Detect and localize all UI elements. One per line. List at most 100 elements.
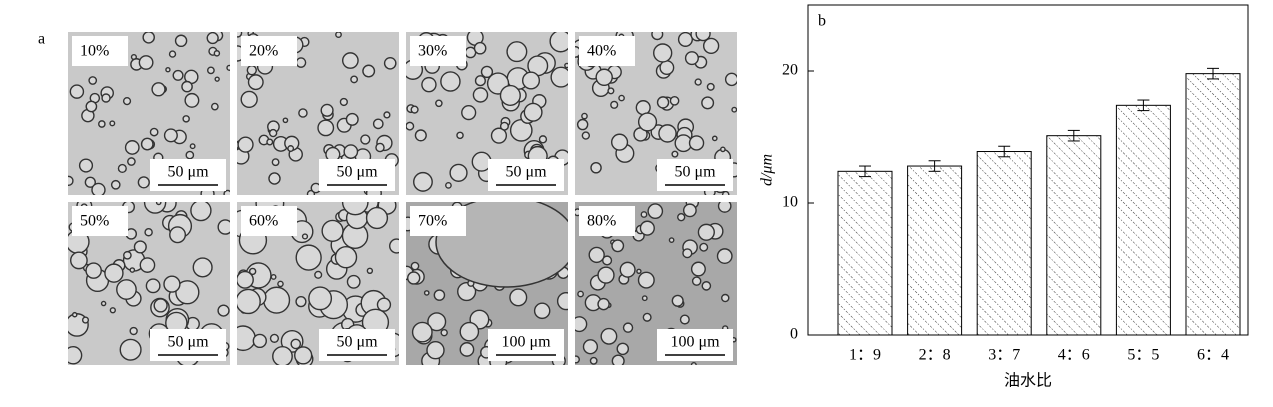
droplet (682, 203, 697, 218)
y-tick-label: 20 (782, 62, 798, 79)
droplet (185, 150, 195, 160)
droplet (459, 342, 475, 357)
droplet (610, 133, 629, 151)
droplet (124, 140, 140, 155)
droplet (473, 41, 487, 55)
droplet (550, 66, 568, 88)
droplet (410, 261, 420, 271)
droplet (600, 327, 618, 345)
droplet (226, 64, 230, 71)
droplet (576, 118, 589, 131)
droplet (577, 290, 584, 298)
droplet (641, 295, 648, 302)
droplet (588, 246, 605, 264)
x-tick-label: 2：8 (919, 347, 951, 364)
droplet (671, 294, 684, 307)
micrograph: 60% 50 μm (237, 202, 399, 365)
droplet (581, 112, 588, 120)
label-box (410, 206, 466, 236)
droplet (341, 202, 369, 216)
micrograph: 30% 50 μm (406, 32, 568, 195)
droplet (343, 144, 359, 159)
droplet (69, 84, 85, 99)
droplet (252, 333, 267, 349)
droplet (651, 32, 664, 41)
droplet (637, 271, 655, 289)
droplet (411, 321, 433, 343)
error-bar (1067, 129, 1080, 142)
scale-bar-label: 100 μm (501, 334, 551, 351)
droplet (119, 338, 142, 361)
droplet (240, 90, 258, 109)
droplet (445, 181, 452, 189)
droplet (192, 257, 213, 278)
droplet (575, 316, 588, 333)
droplet (375, 142, 385, 153)
droplet (223, 189, 230, 195)
droplet (321, 219, 344, 242)
bar (837, 170, 893, 336)
droplet (564, 62, 568, 69)
droplet (679, 314, 690, 325)
scale-bar-label: 50 μm (505, 164, 547, 181)
scale-bar-label: 50 μm (336, 164, 378, 181)
droplet (653, 43, 673, 63)
droplet (690, 362, 697, 365)
droplet (413, 171, 433, 192)
micrograph: 20% 50 μm (237, 32, 399, 195)
droplet (435, 99, 443, 108)
droplet (610, 100, 619, 109)
bar (1046, 135, 1102, 336)
x-tick-label: 4：6 (1058, 347, 1090, 364)
droplet (248, 267, 257, 276)
error-bar (859, 165, 871, 178)
micrograph: 70% 100 μm (406, 202, 568, 365)
label-box (241, 36, 297, 66)
droplet (656, 96, 670, 109)
tile-label: 20% (249, 43, 278, 60)
droplet (100, 300, 107, 307)
droplet (190, 202, 212, 222)
droplet (636, 268, 642, 274)
droplet (129, 326, 138, 336)
droplet (345, 112, 359, 126)
droplet (684, 51, 699, 66)
droplet (237, 325, 256, 352)
droplet (81, 316, 90, 324)
droplet (287, 145, 295, 152)
droplet (270, 273, 277, 280)
droplet (155, 202, 162, 206)
droplet (341, 52, 359, 69)
droplet (314, 270, 323, 279)
droplet (68, 175, 74, 186)
droplet (611, 239, 625, 253)
droplet (362, 64, 376, 78)
droplet (457, 281, 477, 302)
droplet (295, 244, 322, 271)
droplet (122, 96, 132, 106)
droplet (346, 274, 361, 289)
droplet (88, 76, 98, 85)
label-box (72, 36, 128, 66)
droplet (499, 84, 521, 107)
droplet (143, 202, 167, 214)
bar-chart: b 油水比 d/μm 0 10 20 1：9 2：8 3：7 4：6 5：5 6：4 (759, 4, 1249, 390)
droplet (682, 248, 693, 259)
droplet (237, 288, 261, 315)
droplet (335, 32, 342, 38)
panel-label: b (818, 13, 826, 30)
droplet (69, 251, 88, 270)
droplet (366, 267, 374, 275)
droplet (724, 72, 737, 87)
droplet (101, 93, 111, 103)
droplet (277, 280, 284, 288)
droplet (163, 128, 178, 143)
tile-label: 40% (587, 43, 616, 60)
error-bar (1207, 67, 1219, 80)
droplet (677, 32, 693, 47)
droplet (246, 65, 257, 76)
droplet (117, 163, 127, 174)
droplet (153, 298, 168, 313)
droplet (104, 263, 124, 283)
droplet (110, 179, 121, 190)
